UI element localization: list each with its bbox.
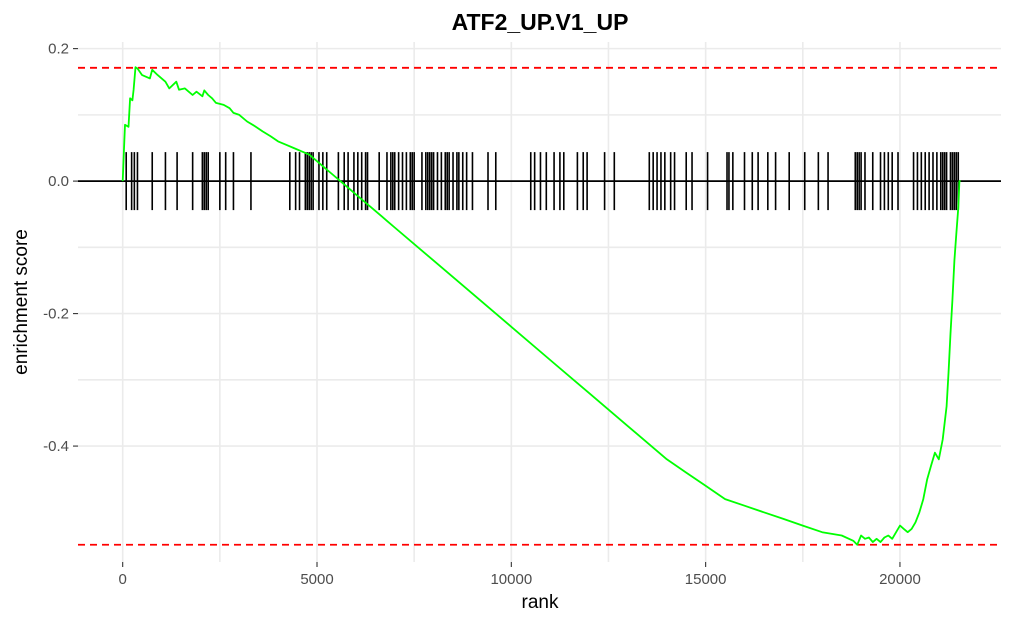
x-tick-label: 5000 <box>300 571 333 588</box>
x-tick-label: 20000 <box>879 571 921 588</box>
curve-layer <box>121 66 961 546</box>
y-tick-label: 0.0 <box>48 173 69 190</box>
axes-layer: 0 5000 10000 15000 20000 0.2 0.0 -0.2 -0.4 <box>43 41 921 588</box>
y-tick-label: -0.4 <box>43 438 69 455</box>
chart-title: ATF2_UP.V1_UP <box>452 9 629 35</box>
y-axis-title: enrichment score <box>11 229 32 375</box>
grid-layer <box>78 42 1001 562</box>
bound-lines <box>78 66 1001 546</box>
x-tick-label: 15000 <box>685 571 727 588</box>
x-tick-label: 0 <box>119 571 127 588</box>
y-tick-label: -0.2 <box>43 306 69 323</box>
y-tick-label: 0.2 <box>48 41 69 58</box>
enrichment-curve <box>121 66 961 546</box>
x-axis-title: rank <box>522 592 559 613</box>
x-tick-label: 10000 <box>490 571 532 588</box>
